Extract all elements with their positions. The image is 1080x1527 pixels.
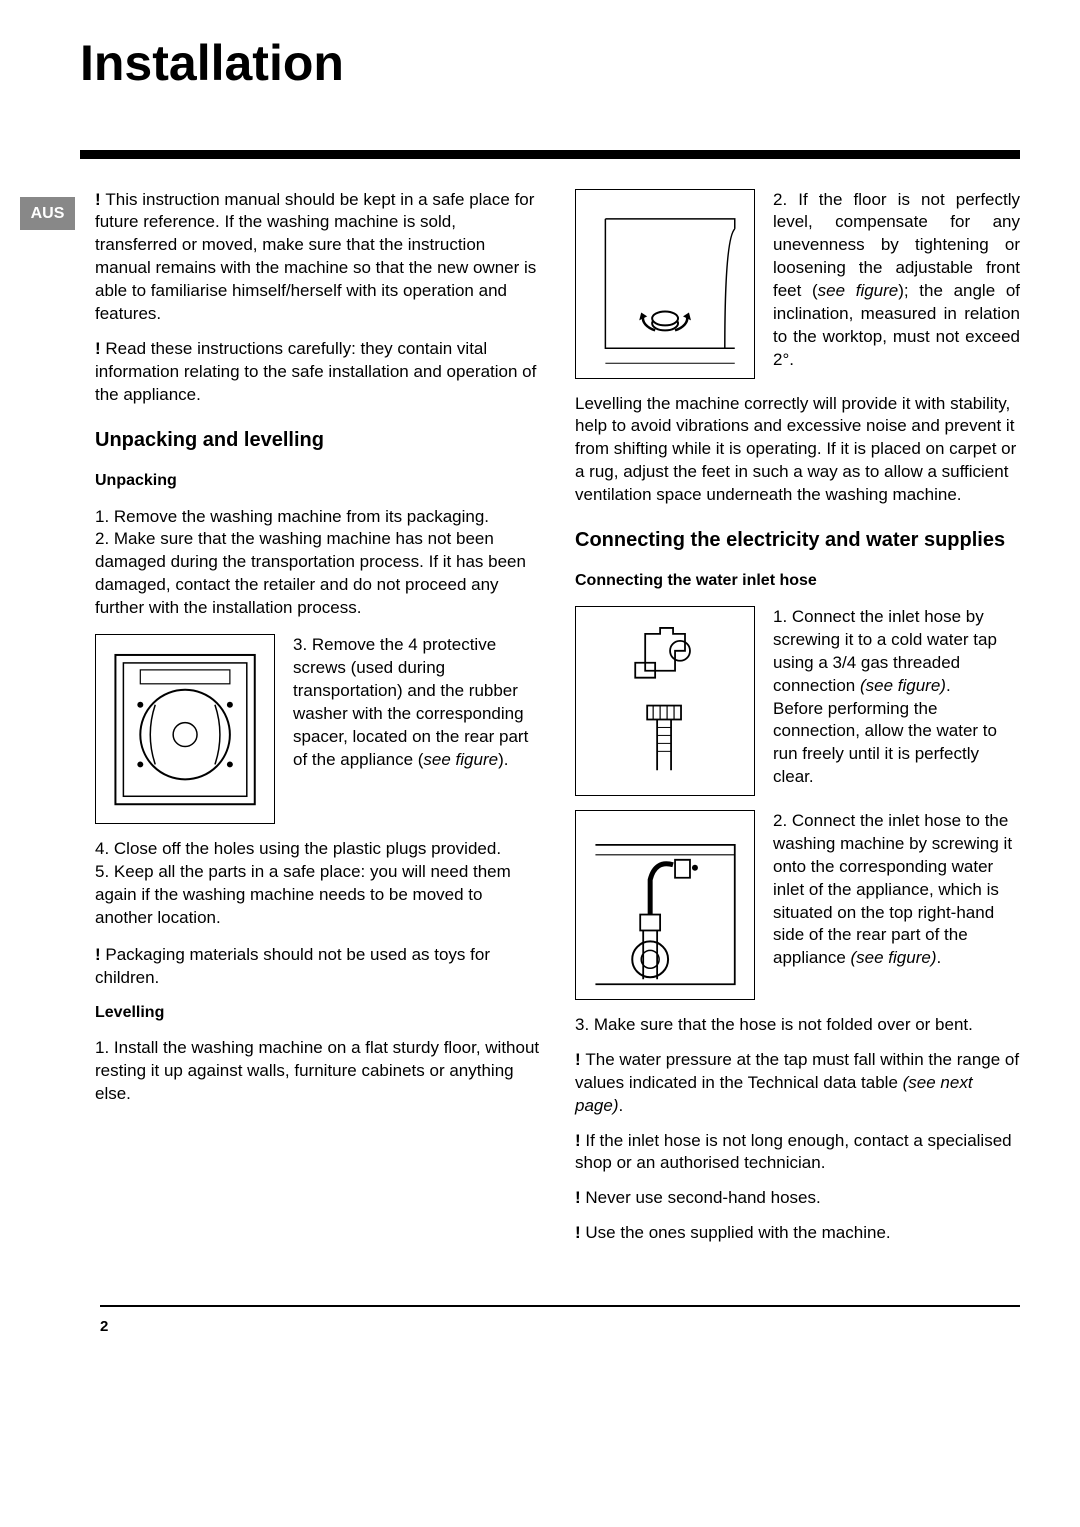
page-number: 2 [100,1317,1020,1337]
figure-appliance-inlet-image [575,810,755,1000]
language-tag: AUS [20,197,75,231]
levelling-summary: Levelling the machine correctly will pro… [575,393,1020,508]
levelling-step-1: 1. Install the washing machine on a flat… [95,1037,540,1106]
appliance-inlet-icon [585,820,745,989]
unpacking-steps-4-5: 4. Close off the holes using the plastic… [95,838,540,930]
figure-tap-connection-image [575,606,755,796]
figure-levelling-feet-image [575,189,755,379]
heading-unpacking-levelling: Unpacking and levelling [95,427,540,454]
intro-para-1: ! This instruction manual should be kept… [95,189,540,327]
subheading-levelling: Levelling [95,1002,540,1024]
warn-packaging: ! Packaging materials should not be used… [95,944,540,990]
unpacking-step-3: 3. Remove the 4 protective screws (used … [293,634,540,772]
warn-pressure: ! The water pressure at the tap must fal… [575,1049,1020,1118]
warn-hose-length: ! If the inlet hose is not long enough, … [575,1130,1020,1176]
warn-secondhand: ! Never use second-hand hoses. [575,1187,1020,1210]
inlet-step-3: 3. Make sure that the hose is not folded… [575,1014,1020,1037]
levelling-step-2: 2. If the floor is not perfectly level, … [773,189,1020,373]
figure-appliance-inlet: 2. Connect the inlet hose to the washing… [575,810,1020,1000]
figure-tap-connection: 1. Connect the inlet hose by screwing it… [575,606,1020,796]
inlet-step-1: 1. Connect the inlet hose by screwing it… [773,606,1020,790]
body-columns: ! This instruction manual should be kept… [95,189,1020,1246]
figure-rear-screws-image [95,634,275,824]
levelling-feet-icon [585,199,745,368]
subheading-inlet-hose: Connecting the water inlet hose [575,570,1020,592]
intro-para-2: ! Read these instructions carefully: the… [95,338,540,407]
subheading-unpacking: Unpacking [95,470,540,492]
inlet-step-2: 2. Connect the inlet hose to the washing… [773,810,1020,971]
heading-connecting: Connecting the electricity and water sup… [575,527,1020,554]
footer-rule [100,1305,1020,1307]
figure-rear-screws: 3. Remove the 4 protective screws (used … [95,634,540,824]
title-rule [80,150,1020,159]
unpacking-steps-1-2: 1. Remove the washing machine from its p… [95,506,540,621]
warn-supplied: ! Use the ones supplied with the machine… [575,1222,1020,1245]
washer-rear-icon [105,645,265,814]
page-title: Installation [80,30,1020,98]
tap-hose-icon [585,616,745,785]
figure-levelling-feet: 2. If the floor is not perfectly level, … [575,189,1020,379]
